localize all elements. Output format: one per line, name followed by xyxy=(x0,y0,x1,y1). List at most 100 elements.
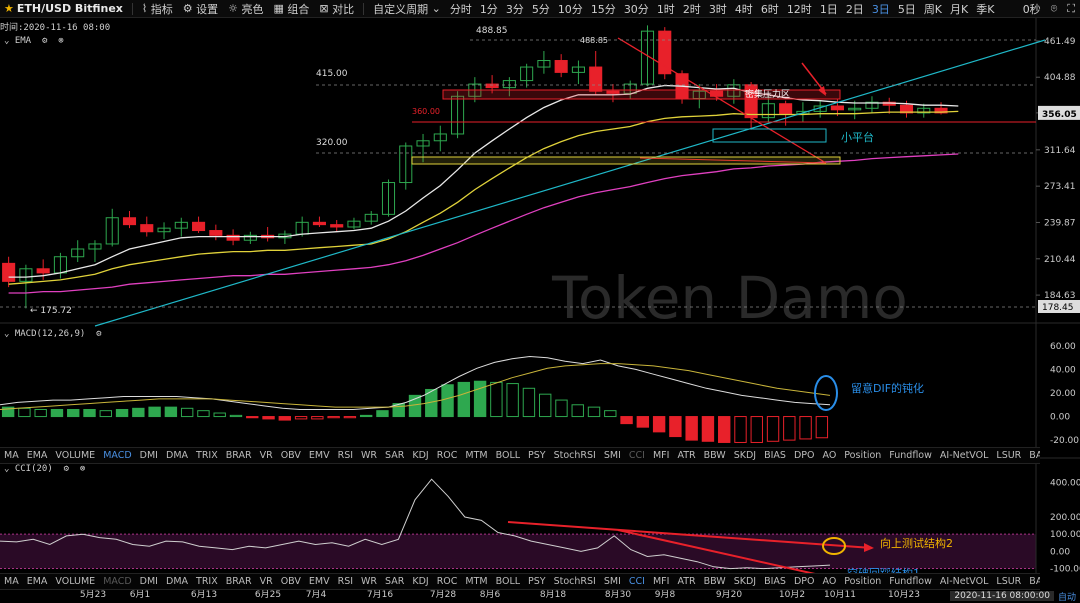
indicator-tab-psy[interactable]: PSY xyxy=(528,450,546,461)
indicator-button[interactable]: ⌇ 指标 xyxy=(137,0,178,17)
indicator-tab-trix[interactable]: TRIX xyxy=(196,576,218,587)
indicator-tab-basis[interactable]: BASIS xyxy=(1029,576,1040,587)
indicator-tab-ao[interactable]: AO xyxy=(822,576,837,587)
collapse-icon[interactable]: ⌄ xyxy=(4,329,10,339)
indicator-tab-skdj[interactable]: SKDJ xyxy=(733,450,757,461)
indicator-tab-dma[interactable]: DMA xyxy=(166,576,189,587)
indicator-tab-bbw[interactable]: BBW xyxy=(703,450,726,461)
indicator-tab-atr[interactable]: ATR xyxy=(677,576,696,587)
period-4[interactable]: 10分 xyxy=(557,2,583,16)
indicator-tab-rsi[interactable]: RSI xyxy=(337,576,354,587)
indicator-tab-ai-netvol[interactable]: AI-NetVOL xyxy=(939,576,989,587)
favorite-star-icon[interactable]: ★ xyxy=(4,2,14,15)
indicator-tab-sar[interactable]: SAR xyxy=(385,450,405,461)
camera-icon[interactable]: ⌾ xyxy=(1050,1,1058,15)
indicator-tab-dmi[interactable]: DMI xyxy=(139,450,158,461)
indicator-tab-cci[interactable]: CCI xyxy=(628,450,645,461)
macd-settings-icon[interactable]: ⚙ xyxy=(90,329,102,339)
indicator-tab-dpo[interactable]: DPO xyxy=(793,576,815,587)
indicator-tab-ema[interactable]: EMA xyxy=(26,576,48,587)
period-2[interactable]: 3分 xyxy=(505,2,524,16)
settings-button[interactable]: ⚙ 设置 xyxy=(178,0,223,17)
indicator-tab-position[interactable]: Position xyxy=(844,450,882,461)
period-10[interactable]: 4时 xyxy=(734,2,753,16)
indicator-tab-psy[interactable]: PSY xyxy=(528,576,546,587)
period-5[interactable]: 15分 xyxy=(590,2,616,16)
indicator-tab-roc[interactable]: ROC xyxy=(436,576,458,587)
indicator-tab-lsur[interactable]: LSUR xyxy=(996,576,1022,587)
indicator-tab-atr[interactable]: ATR xyxy=(677,450,696,461)
indicator-tab-bbw[interactable]: BBW xyxy=(703,576,726,587)
indicator-tab-mfi[interactable]: MFI xyxy=(652,576,670,587)
indicator-tab-emv[interactable]: EMV xyxy=(308,450,330,461)
period-6[interactable]: 30分 xyxy=(623,2,649,16)
indicator-tab-boll[interactable]: BOLL xyxy=(495,576,521,587)
indicator-tab-kdj[interactable]: KDJ xyxy=(412,450,429,461)
indicator-tab-vr[interactable]: VR xyxy=(259,576,273,587)
indicator-tab-wr[interactable]: WR xyxy=(361,576,378,587)
indicator-tab-sar[interactable]: SAR xyxy=(385,576,405,587)
indicator-tab-mfi[interactable]: MFI xyxy=(652,450,670,461)
indicator-tab-volume[interactable]: VOLUME xyxy=(55,450,96,461)
indicator-tab-macd[interactable]: MACD xyxy=(103,576,132,587)
collapse-icon[interactable]: ⌄ xyxy=(4,464,10,474)
indicator-tab-trix[interactable]: TRIX xyxy=(196,450,218,461)
indicator-tab-kdj[interactable]: KDJ xyxy=(412,576,429,587)
indicator-tab-roc[interactable]: ROC xyxy=(436,450,458,461)
period-7[interactable]: 1时 xyxy=(656,2,675,16)
period-9[interactable]: 3时 xyxy=(708,2,727,16)
indicator-tab-vr[interactable]: VR xyxy=(259,450,273,461)
indicator-tab-skdj[interactable]: SKDJ xyxy=(733,576,757,587)
period-14[interactable]: 2日 xyxy=(845,2,864,16)
cci-settings-icon[interactable]: ⚙ xyxy=(58,464,70,474)
indicator-tab-mtm[interactable]: MTM xyxy=(465,576,488,587)
indicator-tab-brar[interactable]: BRAR xyxy=(225,576,252,587)
period-12[interactable]: 12时 xyxy=(786,2,812,16)
indicator-tab-cci[interactable]: CCI xyxy=(628,576,645,587)
indicator-tab-smi[interactable]: SMI xyxy=(603,576,621,587)
indicator-tab-rsi[interactable]: RSI xyxy=(337,450,354,461)
indicator-tab-bias[interactable]: BIAS xyxy=(764,576,786,587)
symbol-selector[interactable]: ★ ETH/USD Bitfinex xyxy=(0,0,128,17)
indicator-tab-ema[interactable]: EMA xyxy=(26,450,48,461)
indicator-tab-smi[interactable]: SMI xyxy=(603,450,621,461)
indicator-tab-macd[interactable]: MACD xyxy=(103,450,132,461)
period-18[interactable]: 月K xyxy=(950,2,969,16)
indicator-tab-fundflow[interactable]: Fundflow xyxy=(889,576,932,587)
indicator-tab-mtm[interactable]: MTM xyxy=(465,450,488,461)
indicator-tab-position[interactable]: Position xyxy=(844,576,882,587)
ema-settings-icon[interactable]: ⚙ xyxy=(36,36,48,46)
indicator-tab-fundflow[interactable]: Fundflow xyxy=(889,450,932,461)
period-0[interactable]: 分时 xyxy=(449,2,472,16)
period-15[interactable]: 3日 xyxy=(871,2,890,16)
indicator-tab-ao[interactable]: AO xyxy=(822,450,837,461)
indicator-tab-volume[interactable]: VOLUME xyxy=(55,576,96,587)
indicator-tab-lsur[interactable]: LSUR xyxy=(996,450,1022,461)
period-3[interactable]: 5分 xyxy=(531,2,550,16)
compare-button[interactable]: ⊠ 对比 xyxy=(314,0,359,17)
indicator-tab-emv[interactable]: EMV xyxy=(308,576,330,587)
indicator-tab-brar[interactable]: BRAR xyxy=(225,450,252,461)
fullscreen-icon[interactable]: ⛶ xyxy=(1067,1,1075,15)
indicator-tab-boll[interactable]: BOLL xyxy=(495,450,521,461)
indicator-tab-dma[interactable]: DMA xyxy=(166,450,189,461)
indicator-tab-obv[interactable]: OBV xyxy=(280,576,301,587)
period-13[interactable]: 1日 xyxy=(819,2,838,16)
indicator-tab-stochrsi[interactable]: StochRSI xyxy=(553,450,596,461)
period-11[interactable]: 6时 xyxy=(760,2,779,16)
indicator-tab-basis[interactable]: BASIS xyxy=(1029,450,1040,461)
layout-button[interactable]: ▦ 组合 xyxy=(268,0,314,17)
collapse-icon[interactable]: ⌄ xyxy=(4,36,10,46)
period-8[interactable]: 2时 xyxy=(682,2,701,16)
indicator-tab-ai-netvol[interactable]: AI-NetVOL xyxy=(939,450,989,461)
indicator-tab-ma[interactable]: MA xyxy=(4,576,19,587)
period-19[interactable]: 季K xyxy=(976,2,995,16)
period-16[interactable]: 5日 xyxy=(897,2,916,16)
indicator-tab-ma[interactable]: MA xyxy=(4,450,19,461)
indicator-tab-obv[interactable]: OBV xyxy=(280,450,301,461)
ema-close-icon[interactable]: ⊗ xyxy=(52,36,64,46)
indicator-tab-bias[interactable]: BIAS xyxy=(764,450,786,461)
indicator-tab-dpo[interactable]: DPO xyxy=(793,450,815,461)
indicator-tab-dmi[interactable]: DMI xyxy=(139,576,158,587)
